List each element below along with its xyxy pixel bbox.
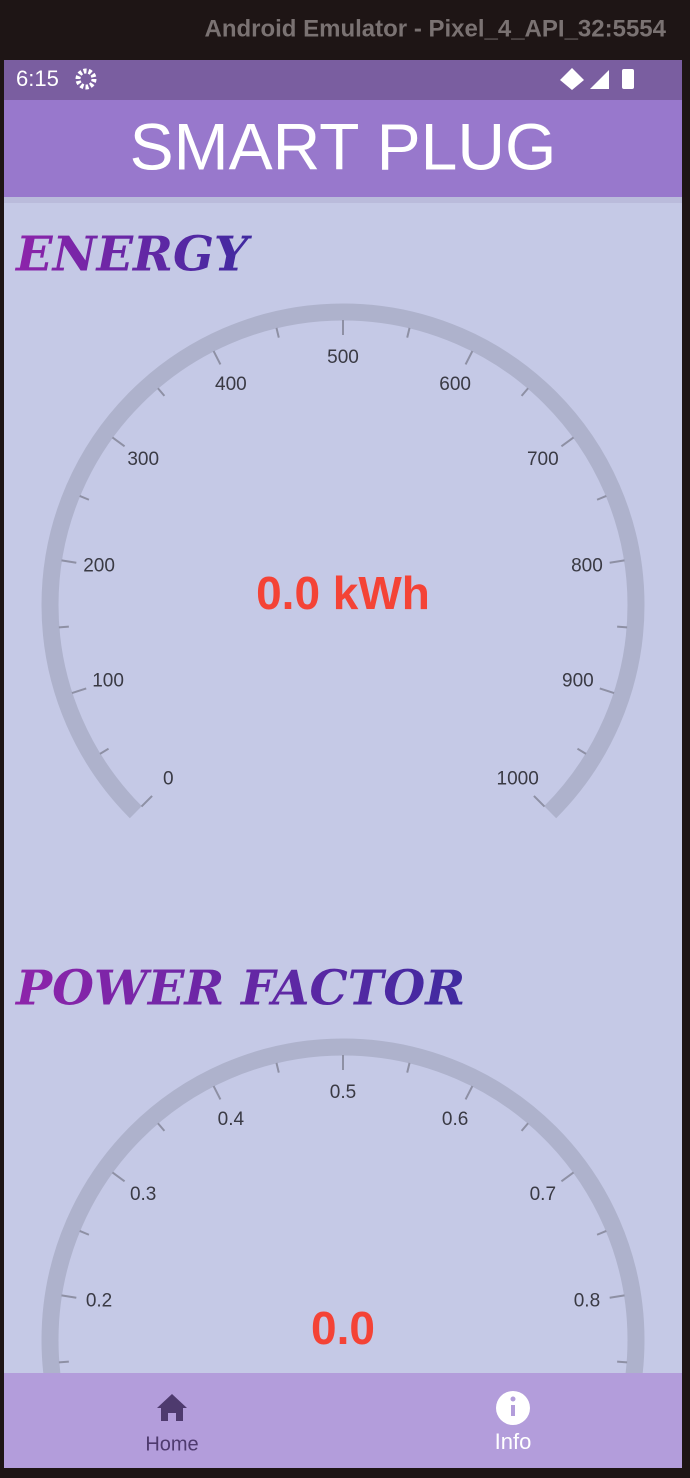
gauge-tick-label: 400 xyxy=(215,374,247,395)
frame-left xyxy=(0,60,4,1478)
frame-right xyxy=(682,60,690,1478)
gauge-tick xyxy=(617,625,628,629)
gauge-tick xyxy=(157,387,166,397)
gauge-tick-label: 0.2 xyxy=(86,1290,112,1311)
gauge-tick xyxy=(61,1294,77,1299)
gauge-tick xyxy=(275,1062,280,1073)
gauge-readout: 0.0 xyxy=(311,1302,375,1354)
gauge-tick-label: 0.3 xyxy=(130,1184,156,1205)
gauge-tick xyxy=(576,747,587,755)
gauge-tick xyxy=(533,795,546,808)
gauge-tick xyxy=(275,327,280,338)
gauge-tick-label: 900 xyxy=(562,670,594,691)
app-bar-shadow xyxy=(4,197,682,203)
gauge-tick xyxy=(617,1360,628,1364)
nav-home[interactable]: Home xyxy=(145,1433,198,1455)
gauge-tick-label: 600 xyxy=(439,374,471,395)
gauge-tick xyxy=(609,559,625,564)
signal-icon xyxy=(590,70,609,89)
app-title: SMART PLUG xyxy=(130,109,557,183)
info-glyph xyxy=(511,1405,515,1416)
gauge-tick xyxy=(140,795,153,808)
gauge-tick-label: 0.8 xyxy=(574,1290,600,1311)
gauge-title: ENERGY xyxy=(14,227,253,283)
nav-bar[interactable] xyxy=(4,1373,682,1468)
battery-icon xyxy=(622,69,634,89)
frame-bottom xyxy=(0,1468,690,1478)
gauge-tick xyxy=(596,1230,607,1236)
window-title: Android Emulator - Pixel_4_API_32:5554 xyxy=(204,15,666,42)
gauge-tick xyxy=(58,1360,69,1364)
nav-info[interactable]: Info xyxy=(495,1429,532,1454)
gauge-tick-label: 700 xyxy=(527,449,559,470)
status-time: 6:15 xyxy=(16,66,59,91)
gauge-tick-label: 500 xyxy=(327,347,359,368)
gauge-tick xyxy=(520,387,529,397)
gauge-tick-label: 100 xyxy=(92,670,124,691)
gauge-tick xyxy=(79,1230,90,1236)
gauge-tick xyxy=(520,1122,529,1132)
gauge-tick-label: 0.5 xyxy=(330,1082,356,1103)
gauge-tick-label: 1000 xyxy=(497,769,539,790)
wifi-icon xyxy=(560,68,584,90)
gauge-arc xyxy=(41,1038,645,1373)
gauge-arc xyxy=(41,303,645,819)
gauge-tick xyxy=(212,1085,222,1100)
gauge-tick xyxy=(560,436,575,448)
app-bar xyxy=(4,100,682,197)
gauge-tick xyxy=(212,350,222,365)
gauge-tick xyxy=(609,1294,625,1299)
gauge-tick xyxy=(560,1171,575,1183)
gauge-tick xyxy=(111,436,126,448)
gauge-tick xyxy=(596,495,607,501)
gauge-readout: 0.0 kWh xyxy=(256,567,430,619)
gauges: ENERGY 0 100 200 300 400 500 600 700 800 900 1000 0.… xyxy=(14,227,645,1373)
gauge-tick xyxy=(464,350,474,365)
gauge-tick-label: 0 xyxy=(163,769,174,790)
gauge-tick-label: 0.6 xyxy=(442,1109,468,1130)
window-bar xyxy=(0,0,690,60)
gauge-tick-label: 800 xyxy=(571,555,603,576)
gauge-tick xyxy=(111,1171,126,1183)
home-icon[interactable] xyxy=(157,1394,187,1421)
info-dot xyxy=(510,1396,516,1402)
gauge-title: POWER FACTOR xyxy=(14,961,465,1017)
gauge-tick xyxy=(58,625,69,629)
gauge-tick xyxy=(464,1085,474,1100)
settings-icon xyxy=(75,68,97,90)
gauge-tick xyxy=(599,687,615,695)
gauge-tick xyxy=(71,687,87,695)
gauge-tick xyxy=(157,1122,166,1132)
gauge-tick xyxy=(79,495,90,501)
gauge-tick xyxy=(406,327,411,338)
gauge-tick-label: 0.4 xyxy=(218,1109,245,1130)
gauge-tick-label: 0.7 xyxy=(530,1184,556,1205)
gauge-tick xyxy=(61,559,77,564)
gauge-tick-label: 300 xyxy=(127,449,159,470)
gauge-tick xyxy=(99,747,110,755)
gauge-tick-label: 200 xyxy=(83,555,115,576)
gauge-tick xyxy=(406,1062,411,1073)
